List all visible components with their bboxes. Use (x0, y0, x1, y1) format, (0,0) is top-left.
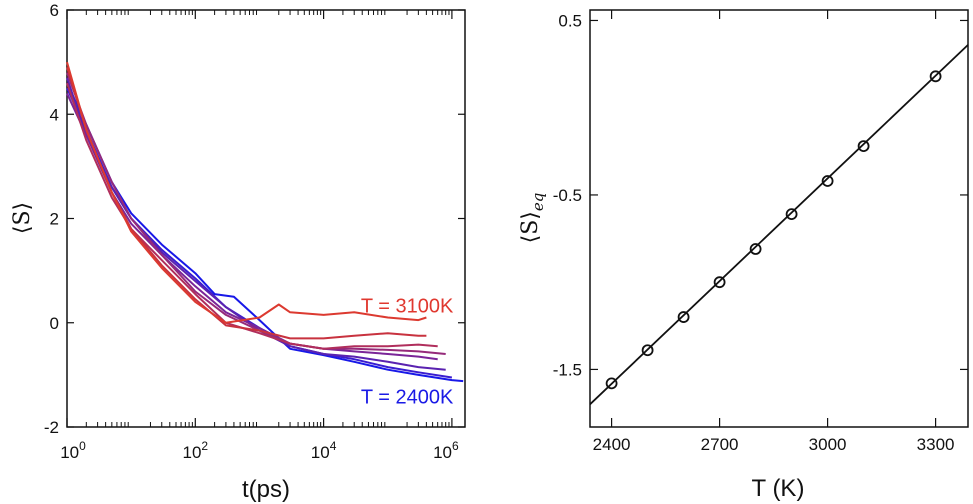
right-x-axis-label: T (K) (752, 475, 805, 502)
left-series-line (66, 77, 446, 371)
right-y-axis-label: ⟨S⟩eq (518, 193, 547, 244)
right-y-axis-label-sub: eq (529, 193, 547, 211)
data-point-marker (785, 208, 798, 221)
left-annotation: T = 3100K (361, 295, 454, 317)
right-y-tick-label: -0.5 (553, 186, 582, 205)
left-series-line (66, 82, 464, 383)
left-y-axis-label: ⟨S⟩ (10, 202, 35, 234)
right-x-tick-label: 2700 (701, 435, 739, 454)
right-data-points (605, 70, 942, 390)
right-y-tick-label: 0.5 (558, 11, 582, 30)
right-x-tick-label: 2400 (593, 435, 631, 454)
right-chart: 2400 2700 3000 3300 0.5 -0.5 -1.5 T (K) ⟨S⟩eq (518, 9, 969, 502)
left-series-line (66, 61, 427, 324)
left-annotations: T = 3100K T = 2400K (361, 295, 454, 408)
left-x-tick-labels: 100 102 104 106 (60, 439, 459, 462)
data-point-marker (749, 243, 762, 255)
left-x-axis-label: t(ps) (242, 476, 290, 503)
left-x-tick-base: 10 (433, 443, 452, 462)
left-y-tick-label: -2 (44, 418, 59, 437)
left-y-tick-label: 0 (50, 314, 59, 333)
data-point-marker (713, 276, 726, 289)
data-point-marker (677, 311, 690, 323)
data-point-marker (605, 377, 618, 390)
left-annotation: T = 2400K (361, 387, 454, 409)
right-x-tick-labels: 2400 2700 3000 3300 (593, 435, 955, 454)
left-x-tick-label: 104 (311, 439, 337, 462)
right-x-tick-label: 3300 (917, 435, 955, 454)
left-x-tick-base: 10 (311, 443, 330, 462)
right-y-axis-label-main: ⟨S⟩ (518, 211, 543, 243)
right-plot-frame (589, 9, 969, 428)
fit-line (589, 44, 969, 405)
left-y-tick-label: 4 (50, 105, 59, 124)
data-point-marker (857, 140, 870, 152)
left-x-tick-label: 106 (433, 439, 459, 462)
right-y-tick-labels: 0.5 -0.5 -1.5 (553, 11, 582, 379)
left-x-tick-exp: 4 (330, 439, 337, 453)
left-x-tick-label: 100 (60, 439, 86, 462)
left-x-tick-base: 10 (60, 443, 79, 462)
left-minor-ticks (85, 10, 450, 427)
data-point-marker (929, 70, 942, 83)
left-x-tick-base: 10 (182, 443, 201, 462)
left-y-tick-labels: -2 0 2 4 6 (44, 1, 59, 437)
data-point-marker (641, 344, 654, 357)
data-point-marker (821, 175, 834, 187)
left-series-line (66, 72, 446, 355)
left-x-tick-exp: 0 (79, 439, 86, 453)
right-y-tick-label: -1.5 (553, 360, 582, 379)
left-x-tick-label: 102 (182, 439, 208, 462)
left-x-tick-exp: 2 (201, 439, 208, 453)
right-x-tick-label: 3000 (809, 435, 847, 454)
left-series-group (66, 61, 464, 383)
left-x-tick-exp: 6 (452, 439, 459, 453)
right-major-ticks (590, 10, 968, 427)
left-y-tick-label: 6 (50, 1, 59, 20)
left-y-tick-label: 2 (50, 210, 59, 229)
left-major-ticks (66, 9, 465, 428)
